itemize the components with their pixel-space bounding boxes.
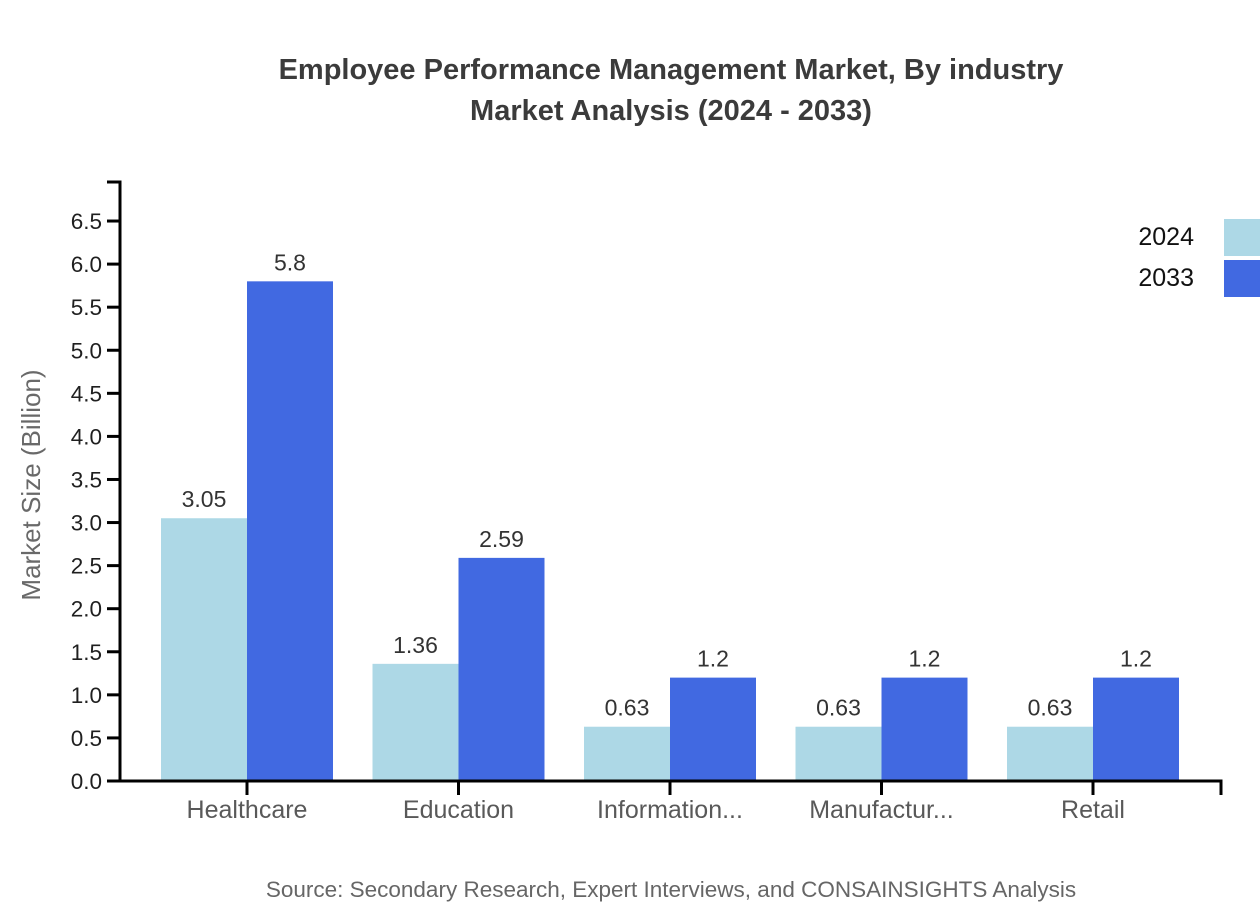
bar-2024-2	[584, 726, 670, 781]
bar-2033-4	[1093, 677, 1179, 781]
value-label-2033-1: 2.59	[479, 526, 524, 552]
bar-2033-2	[670, 677, 756, 781]
chart-legend: 2024 2033	[1138, 219, 1260, 297]
y-tick-label: 4.5	[71, 381, 102, 406]
y-tick-label: 0.0	[71, 769, 102, 794]
bar-2033-3	[881, 677, 968, 781]
bar-2024-1	[372, 663, 459, 781]
value-label-2033-4: 1.2	[1120, 646, 1152, 672]
value-label-2024-2: 0.63	[605, 695, 650, 721]
value-label-2033-2: 1.2	[697, 646, 729, 672]
bar-2033-1	[458, 557, 545, 781]
chart-title-line2: Market Analysis (2024 - 2033)	[470, 95, 872, 127]
x-axis-label-1: Education	[403, 796, 514, 824]
legend-item-2024: 2024	[1138, 219, 1260, 256]
value-label-2033-3: 1.2	[909, 646, 941, 672]
x-axis-label-2: Information...	[597, 796, 743, 824]
y-tick-label: 5.5	[71, 295, 102, 320]
bar-2033-0	[247, 281, 333, 781]
y-tick-label: 1.0	[71, 683, 102, 708]
value-label-2024-4: 0.63	[1028, 695, 1073, 721]
y-tick-label: 2.0	[71, 597, 102, 622]
y-tick-label: 1.5	[71, 640, 102, 665]
x-axis-label-4: Retail	[1061, 796, 1125, 824]
legend-swatch-2024	[1224, 219, 1260, 256]
y-tick-label: 2.5	[71, 554, 102, 579]
bar-2024-4	[1007, 726, 1093, 781]
legend-swatch-2033	[1224, 260, 1260, 297]
value-label-2024-3: 0.63	[816, 695, 861, 721]
x-axis-label-3: Manufactur...	[809, 796, 954, 824]
value-label-2024-0: 3.05	[182, 486, 227, 512]
source-note: Source: Secondary Research, Expert Inter…	[265, 877, 1077, 902]
chart-title: Employee Performance Management Market, …	[120, 50, 1222, 132]
legend-label-2033: 2033	[1138, 264, 1194, 292]
y-tick-label: 6.0	[71, 252, 102, 277]
bar-2024-0	[161, 518, 247, 781]
bar-2024-3	[795, 726, 882, 781]
y-tick-label: 3.0	[71, 511, 102, 536]
y-tick-label: 4.0	[71, 424, 102, 449]
x-axis-label-0: Healthcare	[187, 796, 308, 824]
legend-label-2024: 2024	[1138, 223, 1194, 251]
y-tick-label: 6.5	[71, 209, 102, 234]
value-label-2024-1: 1.36	[393, 632, 438, 658]
y-tick-label: 3.5	[71, 467, 102, 492]
chart-title-line1: Employee Performance Management Market, …	[278, 54, 1064, 86]
legend-item-2033: 2033	[1138, 260, 1260, 297]
y-tick-label: 5.0	[71, 338, 102, 363]
value-label-2033-0: 5.8	[274, 249, 306, 275]
y-tick-label: 0.5	[71, 726, 102, 751]
